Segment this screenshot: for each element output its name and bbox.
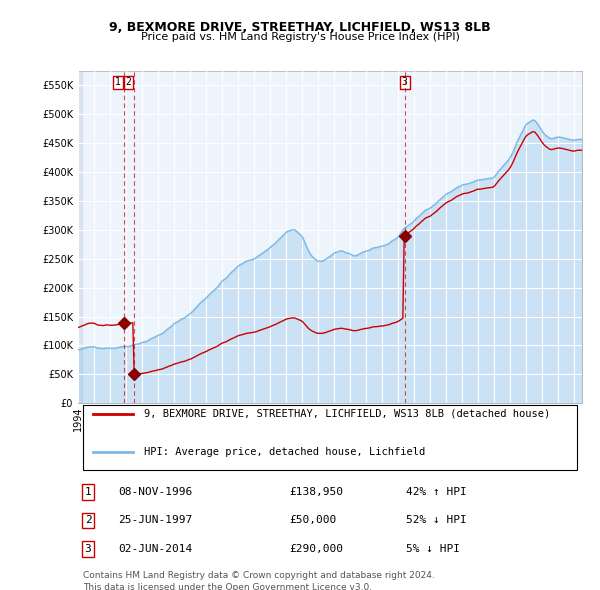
Text: 3: 3 — [402, 77, 407, 87]
FancyBboxPatch shape — [83, 405, 577, 470]
Text: 02-JUN-2014: 02-JUN-2014 — [118, 544, 193, 554]
Text: 5% ↓ HPI: 5% ↓ HPI — [406, 544, 460, 554]
Text: £138,950: £138,950 — [290, 487, 344, 497]
Text: 9, BEXMORE DRIVE, STREETHAY, LICHFIELD, WS13 8LB: 9, BEXMORE DRIVE, STREETHAY, LICHFIELD, … — [109, 21, 491, 34]
Text: This data is licensed under the Open Government Licence v3.0.: This data is licensed under the Open Gov… — [83, 584, 372, 590]
Text: Contains HM Land Registry data © Crown copyright and database right 2024.: Contains HM Land Registry data © Crown c… — [83, 571, 435, 580]
Text: 3: 3 — [85, 544, 91, 554]
Text: 25-JUN-1997: 25-JUN-1997 — [118, 516, 193, 526]
Text: £50,000: £50,000 — [290, 516, 337, 526]
Text: 08-NOV-1996: 08-NOV-1996 — [118, 487, 193, 497]
Text: 2: 2 — [85, 516, 91, 526]
Text: 42% ↑ HPI: 42% ↑ HPI — [406, 487, 466, 497]
Text: HPI: Average price, detached house, Lichfield: HPI: Average price, detached house, Lich… — [143, 447, 425, 457]
Text: 52% ↓ HPI: 52% ↓ HPI — [406, 516, 466, 526]
Text: 9, BEXMORE DRIVE, STREETHAY, LICHFIELD, WS13 8LB (detached house): 9, BEXMORE DRIVE, STREETHAY, LICHFIELD, … — [143, 409, 550, 419]
Text: £290,000: £290,000 — [290, 544, 344, 554]
Text: 2: 2 — [125, 77, 131, 87]
Text: 1: 1 — [115, 77, 121, 87]
Text: Price paid vs. HM Land Registry's House Price Index (HPI): Price paid vs. HM Land Registry's House … — [140, 32, 460, 42]
Text: 1: 1 — [85, 487, 91, 497]
